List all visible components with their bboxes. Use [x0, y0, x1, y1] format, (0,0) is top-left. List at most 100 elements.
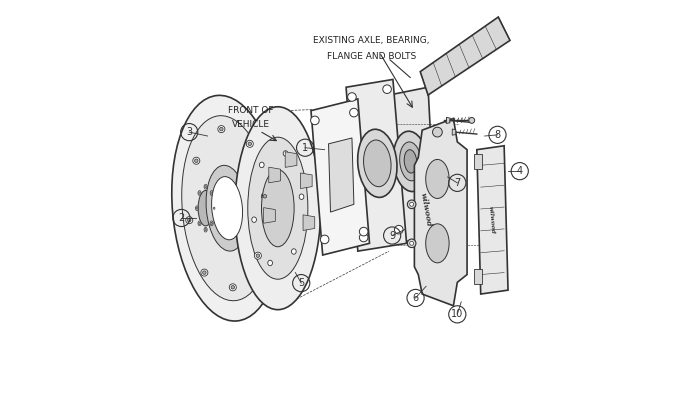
- Ellipse shape: [359, 233, 368, 242]
- Ellipse shape: [199, 192, 200, 194]
- Text: 5: 5: [298, 278, 304, 288]
- Ellipse shape: [252, 217, 256, 222]
- Ellipse shape: [193, 157, 200, 164]
- Polygon shape: [474, 154, 482, 169]
- Polygon shape: [414, 118, 467, 306]
- Text: 8: 8: [494, 130, 500, 140]
- Ellipse shape: [198, 221, 201, 226]
- Polygon shape: [389, 87, 436, 243]
- Text: wilwood: wilwood: [487, 206, 495, 234]
- Text: 4: 4: [517, 166, 523, 176]
- Ellipse shape: [220, 127, 223, 131]
- Ellipse shape: [182, 116, 272, 301]
- Ellipse shape: [359, 227, 368, 236]
- Ellipse shape: [235, 107, 321, 310]
- Ellipse shape: [172, 95, 282, 321]
- Ellipse shape: [383, 85, 391, 94]
- Polygon shape: [285, 152, 297, 167]
- Ellipse shape: [311, 116, 319, 125]
- Polygon shape: [269, 167, 281, 183]
- Ellipse shape: [349, 108, 358, 117]
- Text: FRONT OF: FRONT OF: [228, 106, 273, 115]
- Text: EXISTING AXLE, BEARING,: EXISTING AXLE, BEARING,: [313, 36, 430, 45]
- Ellipse shape: [407, 200, 416, 209]
- Polygon shape: [420, 17, 510, 95]
- Polygon shape: [452, 129, 456, 135]
- Ellipse shape: [262, 170, 294, 247]
- Ellipse shape: [426, 224, 449, 263]
- Ellipse shape: [201, 269, 208, 276]
- Text: wilwood: wilwood: [419, 193, 433, 228]
- Ellipse shape: [400, 142, 421, 181]
- Ellipse shape: [256, 254, 260, 257]
- Polygon shape: [328, 138, 354, 212]
- Ellipse shape: [248, 137, 308, 279]
- Ellipse shape: [248, 142, 251, 145]
- Ellipse shape: [230, 284, 237, 291]
- Ellipse shape: [186, 217, 192, 224]
- Ellipse shape: [395, 225, 403, 234]
- Ellipse shape: [206, 165, 248, 251]
- Ellipse shape: [188, 219, 191, 222]
- Text: 2: 2: [178, 213, 185, 223]
- Text: VEHICLE: VEHICLE: [232, 120, 270, 129]
- Ellipse shape: [218, 126, 225, 132]
- Text: 7: 7: [454, 178, 461, 188]
- Ellipse shape: [213, 206, 216, 211]
- Polygon shape: [264, 208, 275, 223]
- Ellipse shape: [426, 160, 449, 198]
- Ellipse shape: [291, 249, 296, 254]
- Text: 1: 1: [302, 143, 308, 153]
- Text: FLANGE AND BOLTS: FLANGE AND BOLTS: [327, 51, 416, 61]
- Ellipse shape: [210, 191, 214, 195]
- Ellipse shape: [363, 140, 391, 187]
- Ellipse shape: [410, 241, 414, 245]
- Text: 3: 3: [186, 127, 193, 137]
- Ellipse shape: [211, 222, 213, 224]
- Polygon shape: [447, 117, 450, 123]
- Ellipse shape: [469, 118, 475, 123]
- Polygon shape: [346, 79, 407, 251]
- Polygon shape: [303, 215, 315, 230]
- Ellipse shape: [268, 260, 272, 266]
- Ellipse shape: [205, 228, 206, 231]
- Polygon shape: [311, 99, 370, 255]
- Ellipse shape: [246, 140, 253, 147]
- Ellipse shape: [284, 151, 288, 156]
- Ellipse shape: [211, 176, 243, 240]
- Polygon shape: [477, 146, 508, 294]
- Ellipse shape: [261, 193, 268, 200]
- Ellipse shape: [410, 202, 414, 206]
- Ellipse shape: [348, 93, 356, 101]
- Ellipse shape: [202, 271, 206, 274]
- Ellipse shape: [211, 192, 213, 194]
- Ellipse shape: [195, 206, 199, 211]
- Text: 9: 9: [389, 231, 396, 241]
- Text: 6: 6: [412, 293, 419, 303]
- Ellipse shape: [198, 191, 213, 226]
- Ellipse shape: [254, 252, 261, 259]
- Ellipse shape: [433, 127, 442, 137]
- Text: 10: 10: [452, 309, 463, 320]
- Polygon shape: [474, 269, 482, 284]
- Ellipse shape: [260, 162, 264, 168]
- Ellipse shape: [263, 195, 267, 198]
- Ellipse shape: [358, 129, 397, 197]
- Ellipse shape: [204, 184, 207, 189]
- Ellipse shape: [404, 150, 416, 173]
- Ellipse shape: [198, 191, 201, 195]
- Ellipse shape: [195, 159, 198, 162]
- Ellipse shape: [214, 207, 215, 209]
- Ellipse shape: [231, 286, 234, 289]
- Ellipse shape: [393, 131, 428, 191]
- Ellipse shape: [299, 194, 304, 200]
- Ellipse shape: [196, 207, 198, 209]
- Ellipse shape: [192, 176, 219, 241]
- Ellipse shape: [321, 235, 329, 244]
- Polygon shape: [300, 173, 312, 189]
- Ellipse shape: [199, 222, 200, 224]
- Ellipse shape: [407, 239, 416, 248]
- Ellipse shape: [210, 221, 214, 226]
- Ellipse shape: [205, 185, 206, 188]
- Ellipse shape: [204, 227, 207, 232]
